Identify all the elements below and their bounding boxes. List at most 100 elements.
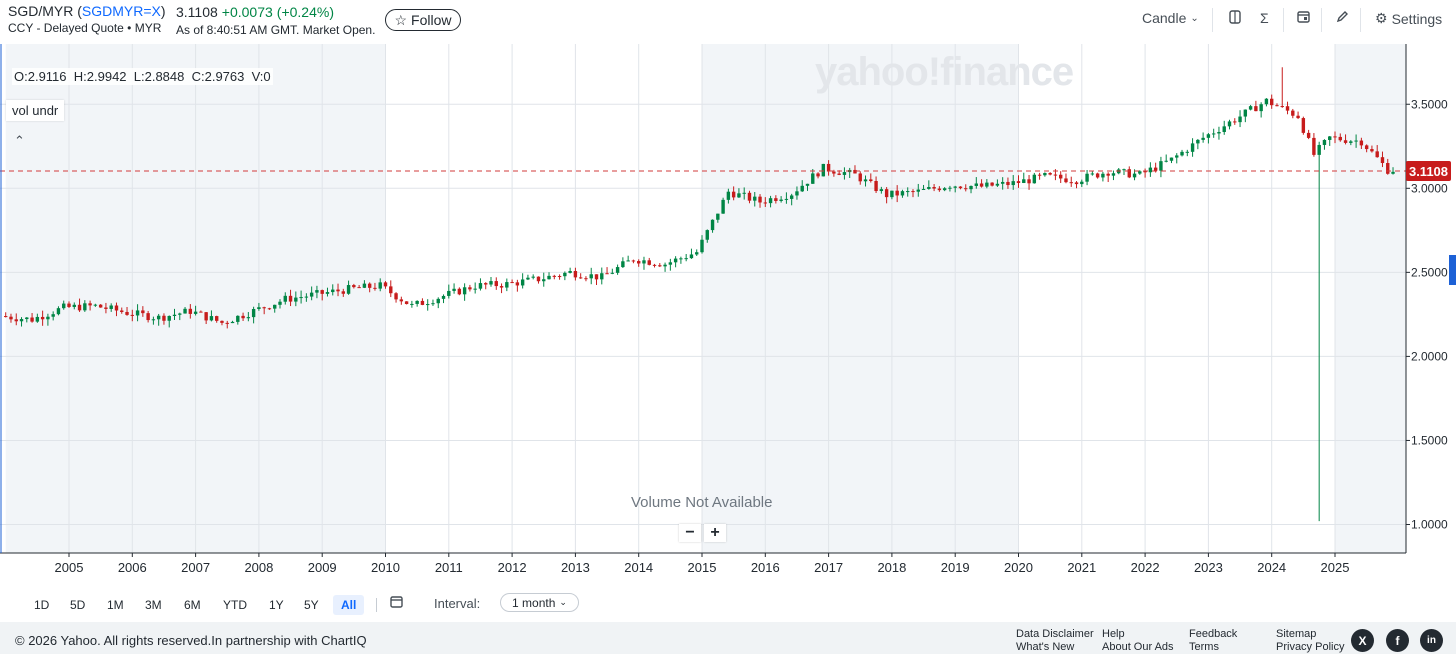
candle-body bbox=[183, 308, 187, 314]
x-twitter-icon[interactable]: X bbox=[1351, 629, 1374, 652]
price-block: 3.1108 +0.0073 (+0.24%) bbox=[176, 4, 334, 20]
candle-body bbox=[1122, 169, 1126, 171]
vol-underlay-label[interactable]: vol undr bbox=[6, 100, 65, 121]
candle-body bbox=[389, 286, 393, 294]
ticker-link[interactable]: SGDMYR=X bbox=[81, 3, 161, 19]
last-price: 3.1108 bbox=[176, 4, 218, 20]
y-tick-label: 2.5000 bbox=[1411, 265, 1448, 279]
footer-link-help[interactable]: Help bbox=[1102, 628, 1125, 640]
candle-body bbox=[763, 202, 767, 204]
candle-body bbox=[1159, 161, 1163, 171]
candle-body bbox=[647, 260, 651, 265]
x-tick-label: 2018 bbox=[877, 560, 906, 575]
candle-body bbox=[462, 287, 467, 295]
candle-body bbox=[1375, 151, 1379, 158]
candle-body bbox=[874, 181, 878, 192]
candle-body bbox=[605, 273, 609, 275]
toolbar-divider bbox=[1283, 8, 1284, 32]
candle-body bbox=[679, 258, 683, 260]
range-1m[interactable]: 1M bbox=[107, 598, 124, 612]
footer-link-sitemap[interactable]: Sitemap bbox=[1276, 628, 1317, 640]
footer-link-whats-new[interactable]: What's New bbox=[1016, 641, 1075, 653]
footer-link-feedback[interactable]: Feedback bbox=[1189, 628, 1238, 640]
candle-body bbox=[320, 290, 324, 294]
candle-body bbox=[399, 299, 404, 302]
chart-grid bbox=[0, 44, 1406, 553]
chevron-up-icon[interactable]: ⌃ bbox=[14, 133, 25, 148]
range-5d[interactable]: 5D bbox=[70, 598, 86, 612]
linkedin-icon[interactable]: in bbox=[1420, 629, 1443, 652]
facebook-icon[interactable]: f bbox=[1386, 629, 1409, 652]
settings-button[interactable]: ⚙ Settings bbox=[1375, 10, 1442, 27]
range-6m[interactable]: 6M bbox=[184, 598, 201, 612]
candle-body bbox=[589, 274, 593, 279]
candle-body bbox=[1064, 178, 1068, 183]
candle-body bbox=[1016, 181, 1021, 184]
candle-body bbox=[942, 188, 947, 191]
candle-body bbox=[832, 171, 836, 174]
footer-link-data-disclaimer[interactable]: Data Disclaimer bbox=[1016, 628, 1094, 640]
candle-body bbox=[1111, 173, 1116, 176]
candle-body bbox=[573, 270, 578, 278]
x-tick-label: 2025 bbox=[1321, 560, 1350, 575]
candle-body bbox=[742, 192, 746, 194]
chart-type-dropdown[interactable]: Candle ⌄ bbox=[1142, 10, 1199, 26]
side-panel-tab[interactable] bbox=[1449, 255, 1456, 285]
follow-button[interactable]: ☆ Follow bbox=[385, 9, 461, 31]
footer-link-about-ads[interactable]: About Our Ads bbox=[1102, 641, 1174, 653]
candle-body bbox=[114, 305, 119, 311]
candle-body bbox=[1222, 126, 1226, 132]
candle-body bbox=[985, 182, 989, 187]
candle-body bbox=[995, 183, 1000, 186]
candle-body bbox=[294, 297, 298, 302]
range-3m[interactable]: 3M bbox=[145, 598, 162, 612]
range-1d[interactable]: 1D bbox=[34, 598, 50, 612]
footer-link-terms[interactable]: Terms bbox=[1189, 641, 1219, 653]
candle-body bbox=[795, 191, 799, 196]
close-value: C:2.9763 bbox=[191, 69, 245, 84]
candle-body bbox=[262, 307, 266, 309]
candle-body bbox=[283, 295, 287, 302]
candle-body bbox=[1333, 136, 1337, 138]
candle-body bbox=[104, 307, 108, 309]
range-5y[interactable]: 5Y bbox=[304, 598, 319, 612]
candle-body bbox=[1217, 131, 1221, 134]
follow-label: Follow bbox=[411, 12, 452, 28]
candle-body bbox=[821, 163, 826, 177]
zoom-out-button[interactable]: − bbox=[679, 524, 701, 542]
candle-body bbox=[600, 273, 604, 280]
footer-link-privacy[interactable]: Privacy Policy bbox=[1276, 641, 1345, 653]
draw-pencil-icon[interactable] bbox=[1336, 10, 1349, 23]
calendar-icon[interactable] bbox=[390, 595, 403, 613]
candle-body bbox=[1280, 106, 1284, 108]
candle-body bbox=[215, 316, 219, 321]
price-chart[interactable]: 1.0000 1.5000 2.0000 2.5000 3.0000 3.5000 200… bbox=[0, 44, 1456, 590]
candle-body bbox=[615, 267, 620, 273]
candle-body bbox=[1364, 145, 1369, 150]
candle-body bbox=[747, 192, 752, 201]
candle-body bbox=[267, 308, 272, 310]
candle-body bbox=[1233, 121, 1237, 123]
candle-body bbox=[578, 277, 583, 279]
candle-body bbox=[1285, 106, 1290, 111]
interval-dropdown[interactable]: 1 month ⌄ bbox=[500, 593, 579, 612]
year-band bbox=[1335, 44, 1406, 553]
candle-body bbox=[1354, 140, 1358, 142]
candle-body bbox=[378, 282, 382, 289]
zoom-in-button[interactable]: + bbox=[704, 524, 726, 542]
calendar-events-icon[interactable] bbox=[1297, 10, 1310, 23]
candle-body bbox=[863, 179, 868, 182]
candle-body bbox=[964, 188, 968, 190]
candle-body bbox=[135, 310, 140, 316]
candle-body bbox=[505, 282, 509, 288]
candle-body bbox=[789, 195, 794, 199]
x-tick-label: 2006 bbox=[118, 560, 147, 575]
range-ytd[interactable]: YTD bbox=[223, 598, 247, 612]
range-all[interactable]: All bbox=[333, 595, 365, 615]
candle-body bbox=[167, 315, 171, 321]
y-tick-label: 3.0000 bbox=[1411, 181, 1448, 195]
range-1y[interactable]: 1Y bbox=[269, 598, 284, 612]
indicator-sigma-icon[interactable]: Σ bbox=[1260, 10, 1269, 26]
compare-icon[interactable] bbox=[1229, 10, 1241, 24]
x-tick-label: 2007 bbox=[181, 560, 210, 575]
